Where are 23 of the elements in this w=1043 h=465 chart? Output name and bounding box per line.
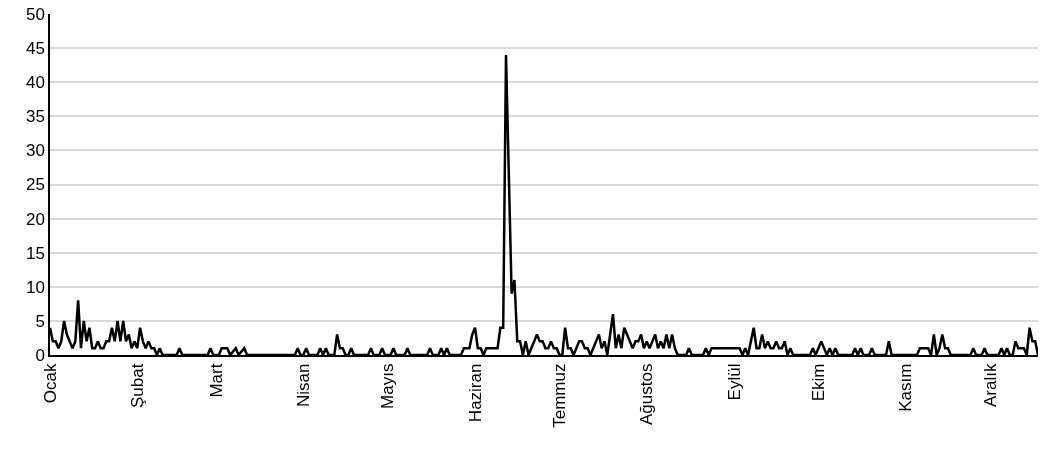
y-tick-label: 0	[35, 345, 45, 365]
x-tick-label: Ekim	[808, 363, 828, 402]
x-tick-label: Temmuz	[550, 363, 570, 428]
x-tick-label: Mayıs	[378, 363, 398, 409]
y-tick-label: 45	[25, 39, 45, 59]
x-tick-label: Ağustos	[637, 363, 657, 425]
x-tick-label: Aralık	[980, 363, 1000, 408]
y-tick-label: 30	[25, 141, 45, 161]
y-tick-label: 20	[25, 209, 45, 229]
x-tick-label: Haziran	[465, 363, 485, 423]
y-tick-label: 15	[25, 243, 45, 263]
x-tick-label: Şubat	[127, 363, 147, 408]
y-tick-label: 35	[25, 107, 45, 127]
y-tick-label: 40	[25, 73, 45, 93]
y-tick-label: 10	[25, 277, 45, 297]
x-tick-label: Kasım	[896, 363, 916, 412]
x-tick-label: Nisan	[293, 363, 313, 408]
x-tick-label: Eylül	[724, 363, 744, 401]
y-tick-label: 50	[25, 4, 45, 24]
y-tick-label: 25	[25, 175, 45, 195]
x-tick-label: Mart	[206, 363, 226, 398]
x-tick-label: Ocak	[40, 363, 60, 404]
y-tick-label: 5	[35, 311, 45, 331]
